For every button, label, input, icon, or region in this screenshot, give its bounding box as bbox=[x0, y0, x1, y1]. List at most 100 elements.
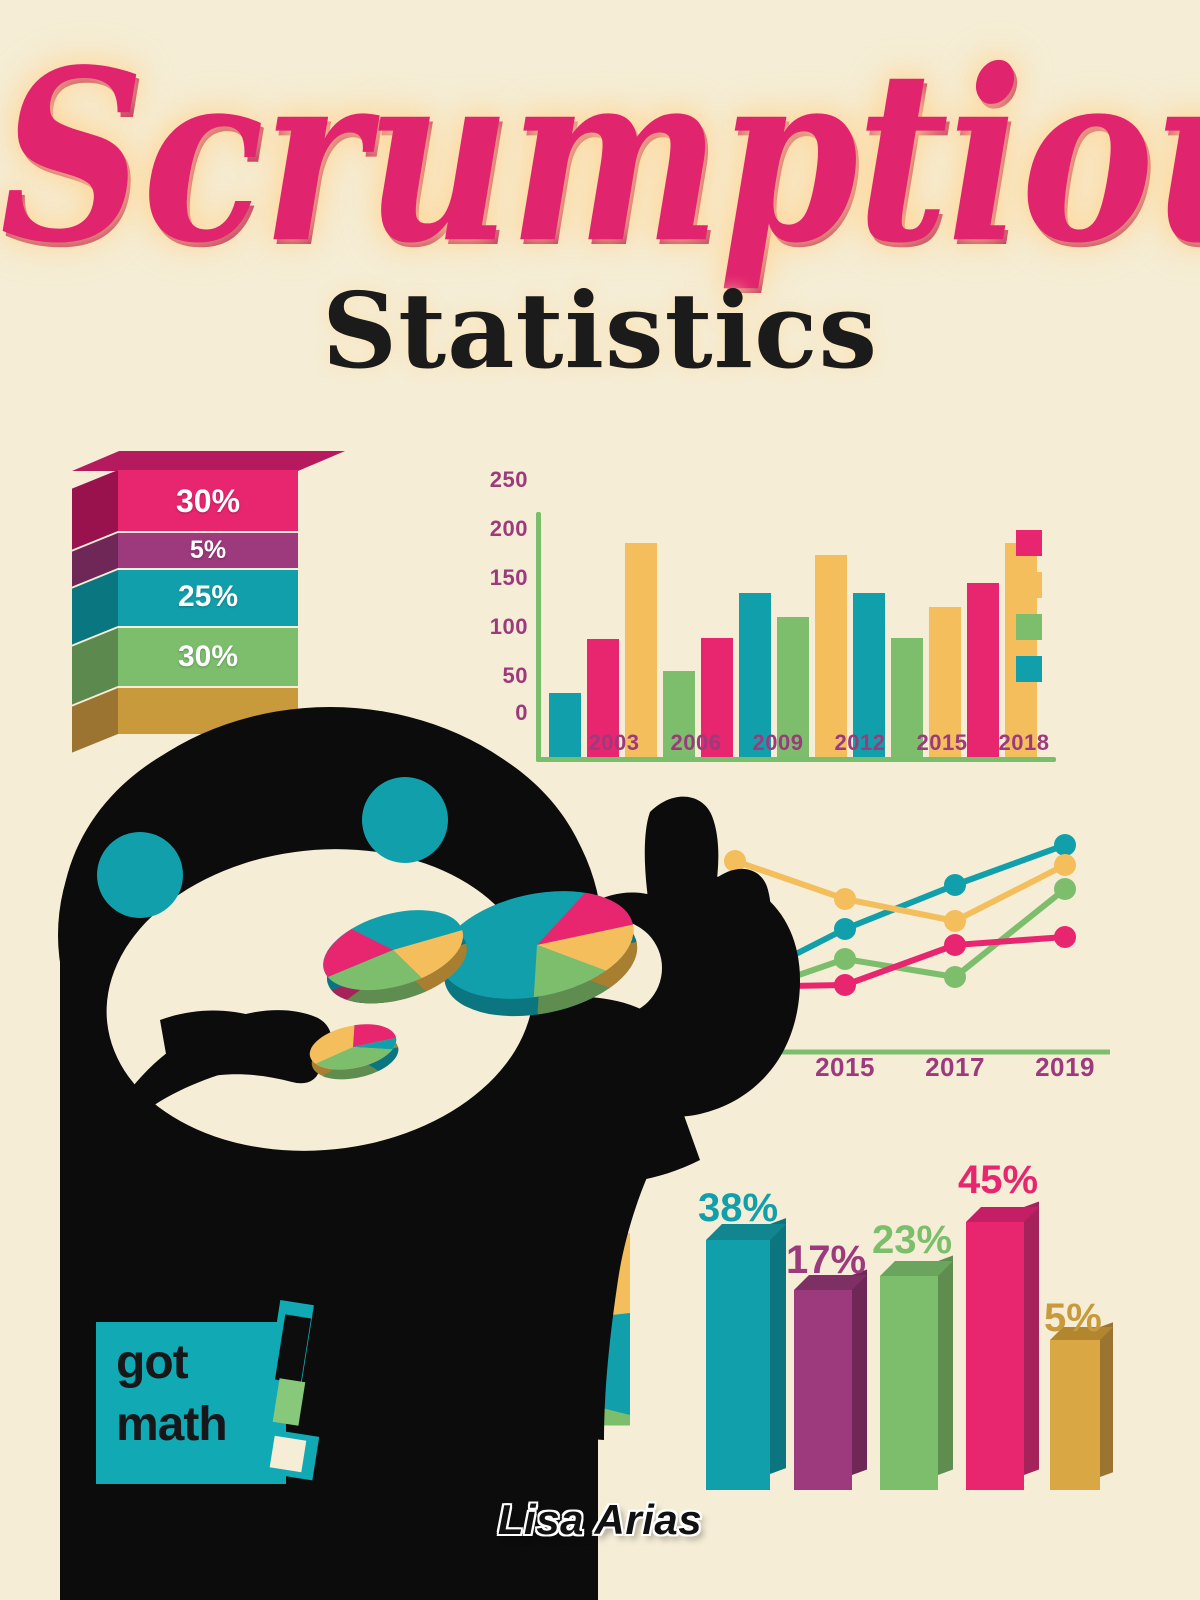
bar-chart-bar bbox=[815, 555, 847, 757]
got-math-line2: math bbox=[116, 1398, 228, 1451]
bar-chart-legend-swatch-teal[interactable] bbox=[1016, 656, 1042, 682]
bar-chart-x-axis bbox=[536, 757, 1056, 762]
mascot-finger-3 bbox=[533, 997, 665, 1064]
pct-bar-side bbox=[770, 1218, 786, 1474]
pct-bar-label: 45% bbox=[958, 1158, 1039, 1202]
bar-chart-xtick: 2006 bbox=[670, 730, 722, 755]
stack-segment-label: 30% bbox=[177, 640, 239, 673]
got-math-text: got math bbox=[116, 1332, 286, 1456]
bar-chart-bar bbox=[549, 693, 581, 757]
line-chart-xtick: 2019 bbox=[1035, 1052, 1095, 1082]
line-chart-point bbox=[1054, 834, 1076, 856]
pct-bar-face bbox=[794, 1290, 852, 1490]
pct-bar-face bbox=[1050, 1340, 1100, 1490]
line-chart-point bbox=[1054, 926, 1076, 948]
bar-chart-bar bbox=[701, 638, 733, 757]
pct-bar-pink bbox=[966, 1201, 1039, 1490]
bar-chart-ytick: 150 bbox=[489, 565, 528, 590]
bar-chart-xtick: 2009 bbox=[752, 730, 804, 755]
cookie-pie-chart-medium bbox=[323, 910, 467, 1004]
mascot-eye-left bbox=[97, 832, 183, 918]
bar-chart-legend-swatch-yellow[interactable] bbox=[1016, 572, 1042, 598]
cookie-pie-chart-small bbox=[309, 1024, 399, 1080]
stack-segment-green: 30% bbox=[72, 628, 298, 705]
stacked-3d-percentage-block: 30% 25% 5% 30% bbox=[72, 451, 368, 760]
line-chart-point bbox=[944, 874, 966, 896]
pct-bar-face bbox=[880, 1276, 938, 1490]
line-chart-point bbox=[944, 934, 966, 956]
pct-bar-label: 5% bbox=[1044, 1296, 1102, 1340]
percentage-3d-bar-chart: 38% 17% 23% 45% 5% bbox=[676, 1150, 1113, 1490]
line-chart-point bbox=[944, 966, 966, 988]
bar-chart-bar bbox=[929, 607, 961, 757]
bar-chart-ytick: 100 bbox=[489, 614, 528, 639]
author-name: Lisa Arias bbox=[497, 1496, 703, 1543]
pct-bar-green bbox=[880, 1255, 953, 1490]
pct-bar-side bbox=[1024, 1201, 1039, 1475]
stack-segment-front bbox=[118, 628, 298, 686]
line-chart-point bbox=[1054, 878, 1076, 900]
stack-segment-purple: 5% bbox=[72, 533, 298, 587]
stack-segment-teal: 25% bbox=[72, 570, 298, 645]
line-chart-line bbox=[732, 858, 1068, 924]
bar-chart-y-axis bbox=[536, 512, 541, 762]
stack-segment-label: 25% bbox=[177, 580, 239, 613]
mascot-forearm bbox=[560, 1060, 700, 1184]
bar-chart-bar bbox=[853, 593, 885, 757]
cookie-pie-chart-large bbox=[440, 891, 638, 1017]
pct-bar-label: 17% bbox=[786, 1238, 867, 1282]
bar-chart-xtick: 2018 bbox=[998, 730, 1050, 755]
line-chart-point bbox=[1054, 854, 1076, 876]
stack-segment-front bbox=[118, 470, 298, 531]
bar-chart-xtick: 2015 bbox=[916, 730, 968, 755]
pct-bar-gold bbox=[1050, 1322, 1113, 1490]
bar-chart-xtick: 2003 bbox=[588, 730, 640, 755]
bar-chart-legend-swatch-pink[interactable] bbox=[1016, 530, 1042, 556]
bar-chart-bar bbox=[777, 616, 809, 757]
stack-segment-front bbox=[118, 533, 298, 568]
pct-bar-face bbox=[706, 1240, 770, 1490]
page-title: Scrumptious bbox=[0, 18, 1200, 296]
got-math-badge[interactable]: got math bbox=[96, 1299, 324, 1490]
bar-chart-ytick: 50 bbox=[502, 663, 528, 688]
mascot-finger-2 bbox=[706, 868, 772, 1012]
line-chart-point bbox=[834, 918, 856, 940]
pct-bar-teal bbox=[706, 1218, 786, 1490]
pct-bar-label: 38% bbox=[698, 1186, 779, 1230]
stack-segment-pink: 30% bbox=[72, 451, 346, 550]
got-math-plate bbox=[96, 1322, 286, 1484]
stack-segment-label: 30% bbox=[175, 483, 241, 519]
bar-chart-ytick: 250 bbox=[489, 467, 528, 492]
bar-chart-legend-swatch-green[interactable] bbox=[1016, 614, 1042, 640]
stack-segment-front bbox=[118, 570, 298, 626]
pct-bar-purple bbox=[794, 1269, 867, 1490]
bar-chart-bar bbox=[625, 543, 657, 757]
bar-chart-ytick: 0 bbox=[515, 700, 528, 725]
mascot-finger-1 bbox=[644, 796, 719, 955]
grouped-bar-chart: 250 200 150 100 50 0 2003 2006 2009 2012… bbox=[468, 462, 1068, 762]
got-math-line1: got bbox=[116, 1336, 189, 1389]
pct-bar-face bbox=[966, 1222, 1024, 1490]
pct-bar-side bbox=[852, 1269, 867, 1475]
line-chart-point bbox=[834, 888, 856, 910]
line-chart-point bbox=[834, 974, 856, 996]
bar-chart-ytick: 200 bbox=[489, 516, 528, 541]
bar-chart-bar bbox=[587, 639, 619, 757]
line-chart-point bbox=[834, 948, 856, 970]
pct-bar-side bbox=[1100, 1322, 1113, 1477]
pct-bar-label: 23% bbox=[872, 1218, 953, 1262]
line-chart-xtick: 2017 bbox=[925, 1052, 985, 1082]
bar-chart-xtick: 2012 bbox=[834, 730, 886, 755]
bar-chart-bar bbox=[663, 670, 695, 757]
line-chart-point bbox=[724, 850, 746, 872]
bar-chart-bar bbox=[967, 582, 999, 757]
page-subtitle: Statistics bbox=[321, 269, 879, 392]
bar-chart-bar bbox=[739, 593, 771, 757]
mascot-left-arm bbox=[160, 1010, 320, 1088]
line-chart-point bbox=[944, 910, 966, 932]
pct-bar-side bbox=[938, 1255, 953, 1475]
stack-segment-label: 5% bbox=[189, 536, 227, 564]
bar-chart-bar bbox=[891, 638, 923, 757]
